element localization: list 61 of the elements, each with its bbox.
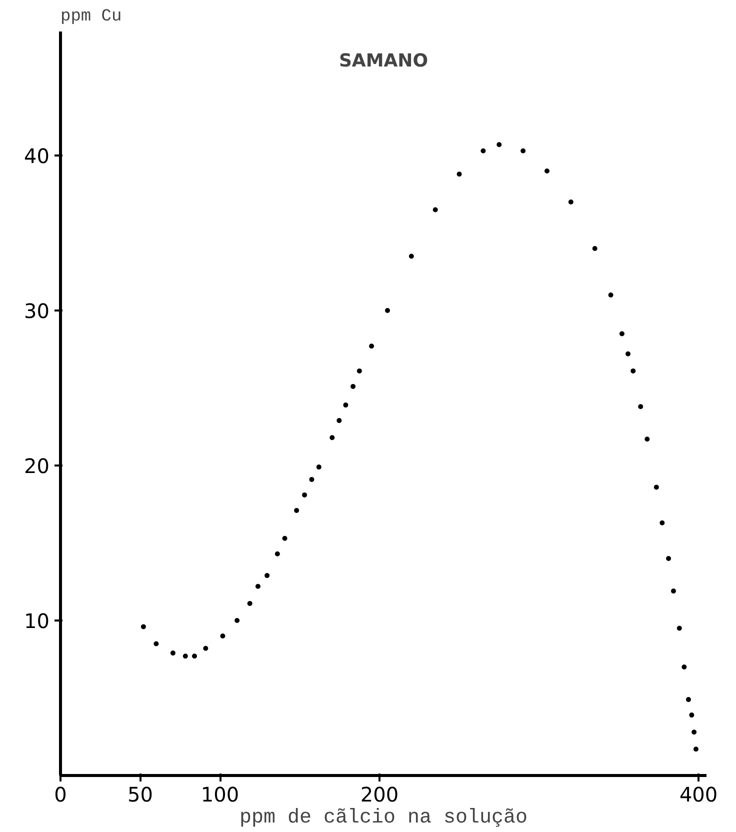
point [336,418,342,424]
point [682,664,687,670]
point [408,254,414,259]
point [626,351,631,356]
point [220,634,226,638]
point [154,641,159,646]
point [282,536,288,541]
point [350,384,356,389]
point [309,476,314,482]
point [480,148,486,154]
point [689,712,694,718]
y-axis-title: ppm Cu [60,8,122,26]
point [274,551,280,556]
point [192,654,197,659]
point [294,508,300,513]
point [608,292,614,298]
point [568,200,574,204]
point [676,626,682,631]
point [666,556,672,561]
point [630,368,636,374]
text: SAMANO [338,50,428,72]
x-axis-title: ppm de cãlcio na solução [239,806,528,830]
point [496,142,502,148]
point [692,730,697,735]
point [247,600,252,606]
x-tick-label: 50 [128,782,153,806]
point [432,207,438,212]
point [619,331,624,336]
x-tick-label: 400 [679,782,718,806]
y-tick-label: 40 [24,144,50,168]
point [255,584,260,589]
point [644,436,650,442]
x-tick-label: 200 [360,782,399,806]
point [330,435,335,440]
x-tick-label: 0 [54,782,67,806]
y-tick-label: 20 [24,454,50,478]
point [343,402,348,408]
point [356,368,362,374]
point [670,588,676,594]
point [520,148,526,154]
point [182,654,188,659]
point [234,618,240,623]
point [264,573,270,578]
y-tick-label: 30 [24,299,50,323]
y-tick-label: 10 [24,609,50,633]
point [693,746,698,752]
point [369,344,374,349]
x-tick-label: 100 [200,782,240,806]
point [654,484,659,490]
point [140,624,146,630]
point [638,404,644,410]
point [456,172,462,177]
point [302,492,308,498]
point [544,168,550,174]
point [316,464,322,470]
point [592,246,598,251]
point [384,308,390,313]
point [686,697,691,702]
point [203,646,208,651]
point [170,650,176,656]
point [660,520,665,526]
